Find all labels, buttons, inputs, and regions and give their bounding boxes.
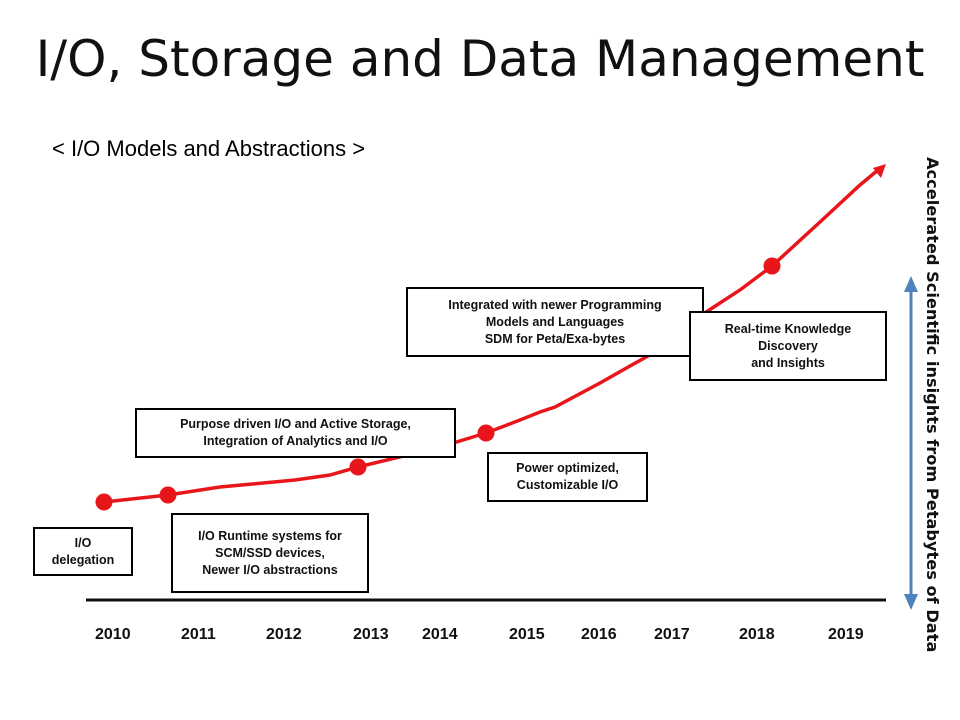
year-label: 2019 xyxy=(828,626,864,643)
year-label: 2017 xyxy=(654,626,690,643)
milestone-box-io-runtime: I/O Runtime systems for SCM/SSD devices,… xyxy=(171,513,369,593)
year-label: 2012 xyxy=(266,626,302,643)
milestone-box-realtime-knowledge: Real-time Knowledge Discovery and Insigh… xyxy=(689,311,887,381)
page-title: I/O, Storage and Data Management xyxy=(35,30,925,88)
year-label: 2011 xyxy=(181,626,216,643)
growth-curve xyxy=(103,168,880,504)
milestone-box-programming-models: Integrated with newer Programming Models… xyxy=(406,287,704,357)
growth-arrowhead xyxy=(873,164,886,178)
year-label: 2016 xyxy=(581,626,617,643)
milestone-box-power-optimized: Power optimized, Customizable I/O xyxy=(487,452,648,502)
arrow-up-head xyxy=(904,276,918,292)
milestone-box-purpose-driven-io: Purpose driven I/O and Active Storage, I… xyxy=(135,408,456,458)
milestone-box-io-delegation: I/O delegation xyxy=(33,527,133,576)
year-label: 2018 xyxy=(739,626,775,643)
side-label-text: Accelerated Scientific insights from Pet… xyxy=(923,157,942,653)
year-label: 2013 xyxy=(353,626,389,643)
arrow-down-head xyxy=(904,594,918,610)
milestone-dot xyxy=(349,458,367,476)
subtitle: < I/O Models and Abstractions > xyxy=(52,136,366,161)
year-label: 2010 xyxy=(95,626,131,643)
milestone-dot xyxy=(95,493,113,511)
milestone-dot xyxy=(159,486,177,504)
year-label: 2014 xyxy=(422,626,458,643)
milestone-dot xyxy=(477,424,495,442)
milestone-dot xyxy=(763,257,781,275)
year-label: 2015 xyxy=(509,626,545,643)
